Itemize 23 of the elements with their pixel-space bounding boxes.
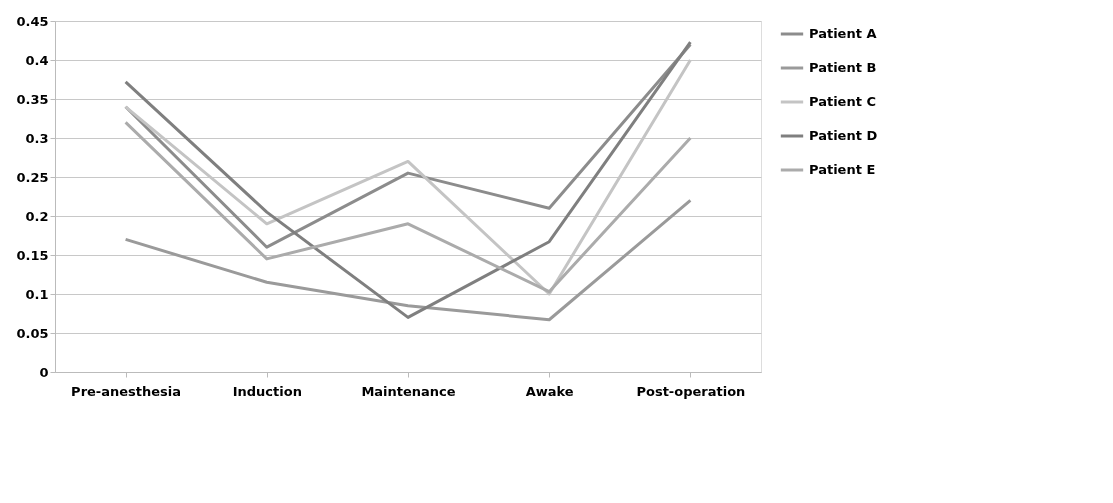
legend-label: Patient A bbox=[809, 26, 877, 41]
y-tick-label: 0.4 bbox=[25, 52, 49, 68]
line-series bbox=[124, 120, 692, 294]
x-tick-label: Post-operation bbox=[636, 383, 746, 399]
legend-label: Patient C bbox=[809, 94, 876, 109]
x-tick-label: Induction bbox=[232, 383, 302, 399]
x-tick-label: Maintenance bbox=[361, 383, 456, 399]
line-series bbox=[124, 42, 692, 249]
line-series bbox=[124, 198, 692, 322]
y-tick-label: 0.15 bbox=[16, 247, 49, 263]
y-tick-label: 0.2 bbox=[25, 208, 49, 224]
y-tick-label: 0.05 bbox=[16, 325, 49, 341]
y-tick-label: 0.25 bbox=[16, 169, 49, 185]
y-tick-label: 0.45 bbox=[16, 13, 49, 29]
y-tick-label: 0 bbox=[39, 364, 49, 380]
legend-label: Patient B bbox=[809, 60, 877, 75]
y-tick-label: 0.1 bbox=[25, 286, 49, 302]
y-tick-label: 0.3 bbox=[25, 130, 49, 146]
x-tick-label: Pre-anesthesia bbox=[71, 383, 182, 399]
legend-label: Patient D bbox=[809, 128, 878, 143]
y-tick-label: 0.35 bbox=[16, 91, 49, 107]
legend-label: Patient E bbox=[809, 162, 876, 177]
x-tick-label: Awake bbox=[525, 383, 574, 399]
